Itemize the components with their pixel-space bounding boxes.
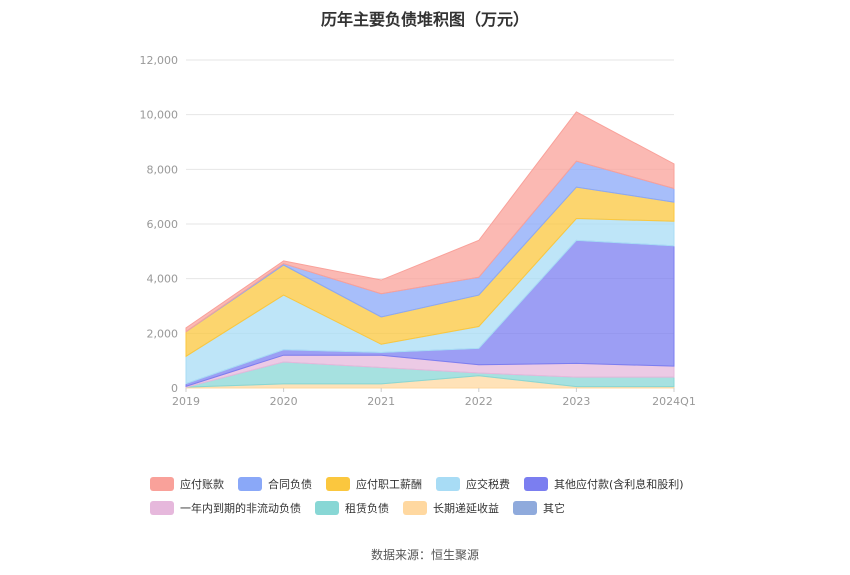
legend-swatch — [150, 501, 174, 515]
legend-swatch — [513, 501, 537, 515]
legend-swatch — [524, 477, 548, 491]
y-tick-label: 0 — [171, 382, 178, 395]
y-tick-label: 12,000 — [140, 54, 179, 67]
legend-label: 应付职工薪酬 — [356, 478, 422, 491]
x-tick-label: 2024Q1 — [652, 395, 696, 408]
legend-row: 一年内到期的非流动负债 租赁负债 长期递延收益 其它 — [150, 496, 750, 520]
legend-swatch — [436, 477, 460, 491]
area-series — [185, 111, 675, 389]
legend-swatch — [326, 477, 350, 491]
legend-item[interactable]: 应付账款 — [150, 476, 224, 492]
legend-label: 租赁负债 — [345, 502, 389, 515]
legend-label: 合同负债 — [268, 478, 312, 491]
legend-swatch — [238, 477, 262, 491]
data-source: 数据来源：恒生聚源 — [370, 548, 479, 562]
x-tick-label: 2020 — [270, 395, 298, 408]
legend-item[interactable]: 其它 — [513, 500, 565, 516]
y-tick-label: 6,000 — [147, 218, 179, 231]
legend-item[interactable]: 应付职工薪酬 — [326, 476, 422, 492]
x-tick-label: 2022 — [465, 395, 493, 408]
y-tick-label: 8,000 — [147, 163, 179, 176]
y-tick-label: 4,000 — [147, 273, 179, 286]
legend-label: 其他应付款(含利息和股利) — [554, 478, 684, 491]
legend-label: 应交税费 — [466, 478, 510, 491]
legend-label: 其它 — [543, 502, 565, 515]
legend-swatch — [315, 501, 339, 515]
legend-row: 应付账款 合同负债 应付职工薪酬 应交税费 其他应付款(含利息和股利) — [150, 472, 750, 496]
y-tick-label: 2,000 — [147, 327, 179, 340]
x-tick-label: 2023 — [562, 395, 590, 408]
x-axis-ticks: 2019 2020 2021 2022 2023 2024Q1 — [172, 388, 696, 408]
legend-item[interactable]: 租赁负债 — [315, 500, 389, 516]
legend-item[interactable]: 合同负债 — [238, 476, 312, 492]
y-axis-ticks: 0 2,000 4,000 6,000 8,000 10,000 12,000 — [140, 54, 179, 395]
legend-label: 应付账款 — [180, 478, 224, 491]
legend-item[interactable]: 一年内到期的非流动负债 — [150, 500, 301, 516]
area-应付账款[interactable] — [185, 111, 675, 333]
legend-label: 长期递延收益 — [433, 502, 499, 515]
legend-label: 一年内到期的非流动负债 — [180, 502, 301, 515]
y-tick-label: 10,000 — [140, 109, 179, 122]
legend: 应付账款 合同负债 应付职工薪酬 应交税费 其他应付款(含利息和股利) 一年内到期的非流动… — [150, 472, 750, 520]
legend-item[interactable]: 长期递延收益 — [403, 500, 499, 516]
legend-swatch — [403, 501, 427, 515]
x-tick-label: 2019 — [172, 395, 200, 408]
legend-swatch — [150, 477, 174, 491]
legend-item[interactable]: 应交税费 — [436, 476, 510, 492]
x-tick-label: 2021 — [367, 395, 395, 408]
chart-title: 历年主要负债堆积图（万元） — [320, 10, 529, 29]
legend-item[interactable]: 其他应付款(含利息和股利) — [524, 476, 684, 492]
